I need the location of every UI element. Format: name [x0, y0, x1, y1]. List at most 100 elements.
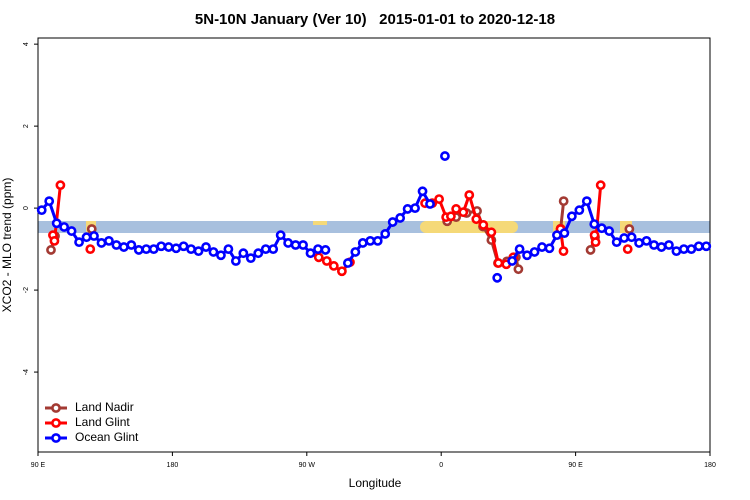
plot-frame	[37, 37, 711, 453]
x-tick-label: 180	[167, 462, 179, 469]
data-point	[46, 245, 56, 255]
data-point	[693, 241, 704, 252]
data-point	[410, 203, 420, 214]
data-point	[365, 236, 376, 246]
data-point	[641, 236, 652, 246]
data-point	[380, 229, 391, 239]
legend-marker	[51, 418, 61, 428]
ocean-band	[38, 221, 710, 233]
data-point	[74, 237, 84, 248]
series-line	[51, 201, 629, 269]
data-point	[290, 240, 301, 250]
land-band	[420, 221, 518, 233]
y-tick-label: 2	[23, 124, 30, 128]
data-point	[133, 245, 144, 255]
data-point	[275, 230, 286, 241]
data-point	[66, 226, 77, 236]
x-axis-label: Longitude	[349, 476, 402, 490]
data-point	[357, 238, 368, 248]
data-point	[342, 258, 353, 268]
data-point	[552, 230, 562, 241]
data-point	[320, 245, 331, 255]
data-point	[678, 244, 689, 254]
data-point	[44, 196, 55, 207]
data-point	[507, 256, 518, 266]
data-point	[574, 205, 585, 216]
data-point	[305, 248, 316, 259]
data-point	[686, 244, 697, 254]
data-point	[589, 219, 600, 229]
data-point	[126, 240, 137, 250]
data-point	[513, 264, 524, 275]
data-point	[634, 238, 644, 248]
y-tick-label: 4	[23, 42, 30, 46]
data-point	[624, 224, 635, 234]
data-point	[36, 205, 47, 216]
data-point	[193, 246, 204, 257]
y-tick-label: -2	[23, 287, 30, 293]
data-point	[350, 247, 361, 257]
x-tick-label: 0	[439, 462, 443, 469]
data-point	[611, 237, 622, 248]
data-point	[590, 237, 601, 248]
data-point	[51, 218, 62, 229]
data-point	[372, 236, 383, 246]
data-point	[701, 241, 712, 252]
data-point	[313, 244, 323, 254]
data-point	[626, 232, 637, 243]
data-point	[230, 256, 241, 266]
legend-label: Land Nadir	[75, 400, 134, 414]
data-point	[85, 244, 96, 254]
data-point	[260, 244, 271, 254]
data-point	[417, 186, 428, 197]
legend-marker	[51, 433, 61, 443]
data-point	[471, 214, 482, 225]
data-point	[559, 228, 570, 239]
data-point	[486, 227, 497, 238]
y-axis-label: XCO2 - MLO trend (ppm)	[0, 178, 14, 313]
data-point	[118, 242, 129, 252]
data-point	[544, 243, 555, 254]
x-tick-label: 90 E	[568, 462, 583, 469]
data-point	[171, 243, 182, 254]
data-point	[522, 250, 532, 261]
y-tick-label: -4	[23, 369, 30, 375]
data-point	[111, 240, 122, 250]
legend-label: Land Glint	[75, 415, 130, 429]
data-point	[493, 258, 504, 268]
data-point	[283, 238, 294, 248]
x-tick-label: 90 W	[299, 462, 316, 469]
data-point	[298, 240, 308, 250]
data-point	[313, 252, 324, 263]
data-point	[537, 242, 547, 252]
y-tick-label: 0	[23, 206, 30, 210]
data-point	[321, 256, 332, 266]
data-point	[664, 240, 674, 250]
data-point	[434, 194, 445, 204]
legend-marker	[51, 403, 61, 413]
data-point	[581, 196, 592, 207]
data-point	[446, 211, 456, 222]
data-point	[59, 222, 70, 232]
data-point	[141, 244, 152, 254]
data-point	[425, 199, 435, 209]
data-point	[458, 207, 469, 218]
data-point	[55, 180, 66, 191]
data-point	[96, 238, 107, 248]
data-point	[558, 196, 569, 207]
data-point	[649, 240, 659, 250]
chart-title: 5N-10N January (Ver 10) 2015-01-01 to 20…	[195, 11, 555, 28]
x-tick-label: 90 E	[31, 462, 46, 469]
data-point	[336, 266, 347, 277]
data-point	[156, 241, 167, 252]
data-point	[619, 233, 630, 243]
data-point	[395, 213, 406, 223]
data-point	[163, 242, 174, 252]
data-point	[595, 180, 606, 191]
data-point	[671, 246, 682, 257]
data-point	[492, 272, 503, 283]
data-point	[464, 190, 475, 200]
data-point	[656, 242, 667, 252]
